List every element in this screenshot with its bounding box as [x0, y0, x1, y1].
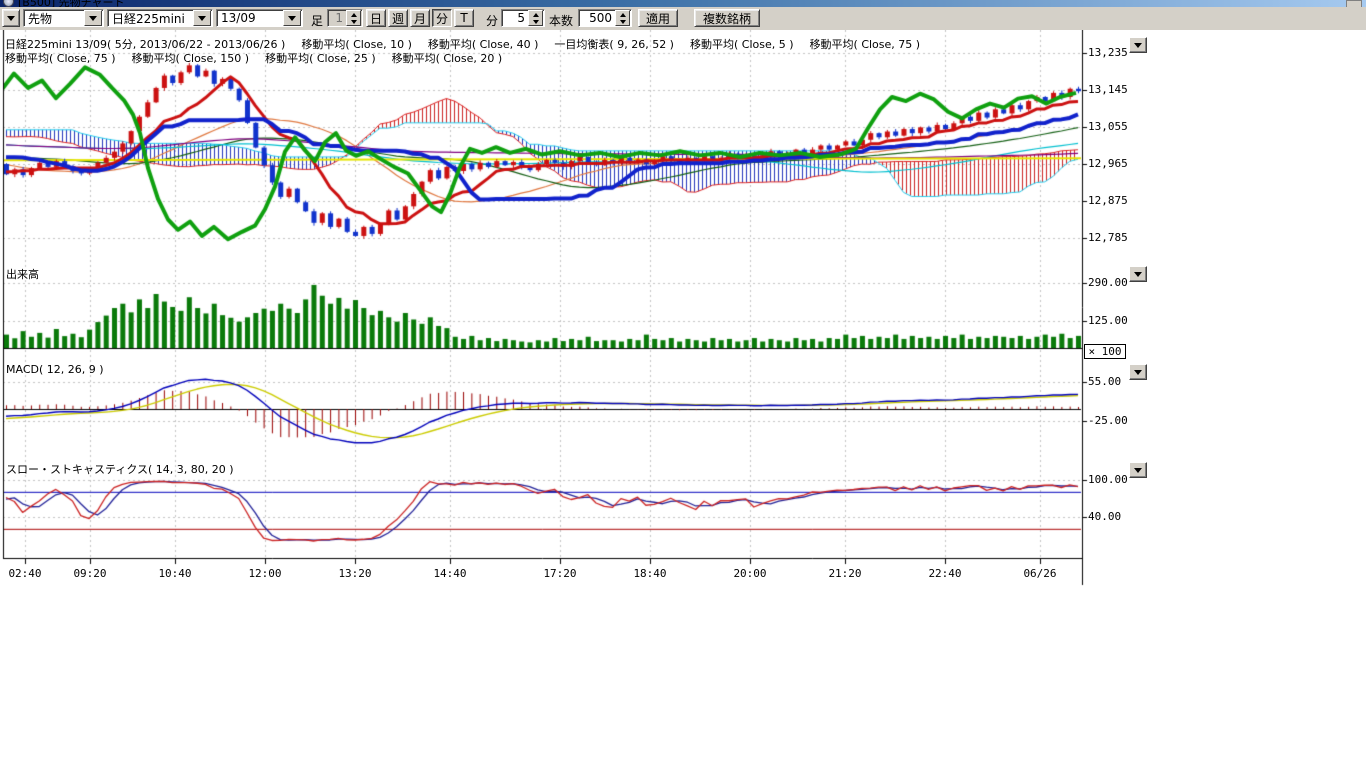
window-title: [B500] 先物チャート	[18, 0, 125, 7]
minute-label: 分	[486, 12, 498, 29]
spinner-arrows-icon[interactable]	[615, 10, 630, 26]
x-tick-0240: 02:40	[0, 567, 53, 580]
stoch-panel-dropdown-button[interactable]	[1129, 462, 1147, 478]
bar-count-label: 本数	[549, 12, 573, 29]
legend-ma75b: 移動平均( Close, 75 )	[5, 52, 116, 65]
bar-count-value: 500	[579, 11, 614, 25]
stoch-tick-100: 100.00	[1088, 473, 1128, 486]
market-combo[interactable]: 先物	[23, 9, 104, 27]
volume-tick-125: 125.00	[1088, 314, 1128, 327]
legend-ma20: 移動平均( Close, 20 )	[392, 52, 503, 65]
apply-button[interactable]: 適用	[638, 9, 678, 27]
price-tick-13235: 13,235	[1088, 46, 1128, 59]
chart-application-window: { "window": { "title": "[B500] 先物チャート" }…	[0, 0, 1366, 768]
x-tick-1440: 14:40	[422, 567, 478, 580]
bar-count-spinner[interactable]: 500	[578, 9, 632, 27]
period-month-button[interactable]: 月	[410, 9, 430, 27]
volume-tick-290: 290.00	[1088, 276, 1128, 289]
volume-panel-dropdown-button[interactable]	[1129, 266, 1147, 282]
legend-ma150: 移動平均( Close, 150 )	[132, 52, 250, 65]
minute-value-spinner[interactable]: 5	[501, 9, 545, 27]
x-tick-1320: 13:20	[327, 567, 383, 580]
window-titlebar: [B500] 先物チャート	[0, 0, 1366, 7]
stoch-panel-title: スロー・ストキャスティクス( 14, 3, 80, 20 )	[6, 461, 234, 477]
price-tick-12785: 12,785	[1088, 231, 1128, 244]
macd-tick-neg25: -25.00	[1088, 414, 1128, 427]
legend-ma75: 移動平均( Close, 75 )	[810, 38, 921, 51]
chevron-down-icon	[1134, 370, 1142, 375]
legend-ichimoku: 一目均衡表( 9, 26, 52 )	[554, 38, 674, 51]
menu-dropdown-button[interactable]	[2, 9, 20, 27]
price-tick-13145: 13,145	[1088, 83, 1128, 96]
x-tick-2000: 20:00	[722, 567, 778, 580]
price-panel-dropdown-button[interactable]	[1129, 37, 1147, 53]
symbol-combo-value: 日経225mini	[108, 10, 192, 27]
chevron-down-icon[interactable]	[193, 10, 211, 26]
market-combo-value: 先物	[24, 10, 83, 27]
price-tick-12965: 12,965	[1088, 157, 1128, 170]
symbol-combo[interactable]: 日経225mini	[107, 9, 213, 27]
legend-row-2: 移動平均( Close, 75 ) 移動平均( Close, 150 ) 移動平均(…	[5, 50, 518, 66]
period-day-button[interactable]: 日	[366, 9, 386, 27]
spinner-arrows-icon[interactable]	[346, 10, 361, 26]
timeframe-interval-spinner[interactable]: 1	[327, 9, 363, 27]
contract-month-combo-value: 13/09	[217, 11, 282, 25]
x-tick-1720: 17:20	[532, 567, 588, 580]
x-tick-2240: 22:40	[917, 567, 973, 580]
x-tick-0920: 09:20	[62, 567, 118, 580]
period-week-button[interactable]: 週	[388, 9, 408, 27]
x-tick-2120: 21:20	[817, 567, 873, 580]
legend-ma5: 移動平均( Close, 5 )	[690, 38, 794, 51]
price-tick-12875: 12,875	[1088, 194, 1128, 207]
volume-multiplier-box: × 100	[1084, 344, 1126, 359]
x-tick-1200: 12:00	[237, 567, 293, 580]
timeframe-label: 足	[311, 12, 323, 29]
chart-area: 日経225mini 13/09( 5分, 2013/06/22 - 2013/0…	[0, 30, 1366, 768]
x-tick-0626: 06/26	[1012, 567, 1068, 580]
macd-panel-dropdown-button[interactable]	[1129, 364, 1147, 380]
chevron-down-icon	[7, 16, 15, 21]
period-minute-button[interactable]: 分	[432, 9, 452, 27]
contract-month-combo[interactable]: 13/09	[216, 9, 303, 27]
x-tick-1840: 18:40	[622, 567, 678, 580]
legend-ma25: 移動平均( Close, 25 )	[265, 52, 376, 65]
stoch-tick-40: 40.00	[1088, 510, 1121, 523]
period-tick-button[interactable]: T	[454, 9, 474, 27]
chart-toolbar: 先物 日経225mini 13/09 足 1 日 週 月 分 T 分 5 本数 …	[0, 7, 1366, 31]
minute-value: 5	[502, 11, 527, 25]
chevron-down-icon	[1134, 272, 1142, 277]
chevron-down-icon	[1134, 468, 1142, 473]
chevron-down-icon[interactable]	[283, 10, 301, 26]
multi-symbol-button[interactable]: 複数銘柄	[694, 9, 760, 27]
timeframe-interval-value: 1	[328, 11, 345, 25]
x-tick-1040: 10:40	[147, 567, 203, 580]
macd-panel-title: MACD( 12, 26, 9 )	[6, 363, 104, 376]
price-tick-13055: 13,055	[1088, 120, 1128, 133]
chevron-down-icon[interactable]	[84, 10, 102, 26]
app-icon	[3, 0, 14, 7]
spinner-arrows-icon[interactable]	[528, 10, 543, 26]
volume-panel-title: 出来高	[6, 266, 39, 282]
window-controls[interactable]	[1346, 0, 1362, 7]
chart-canvas[interactable]	[0, 30, 1150, 590]
macd-tick-55: 55.00	[1088, 375, 1121, 388]
chevron-down-icon	[1134, 43, 1142, 48]
